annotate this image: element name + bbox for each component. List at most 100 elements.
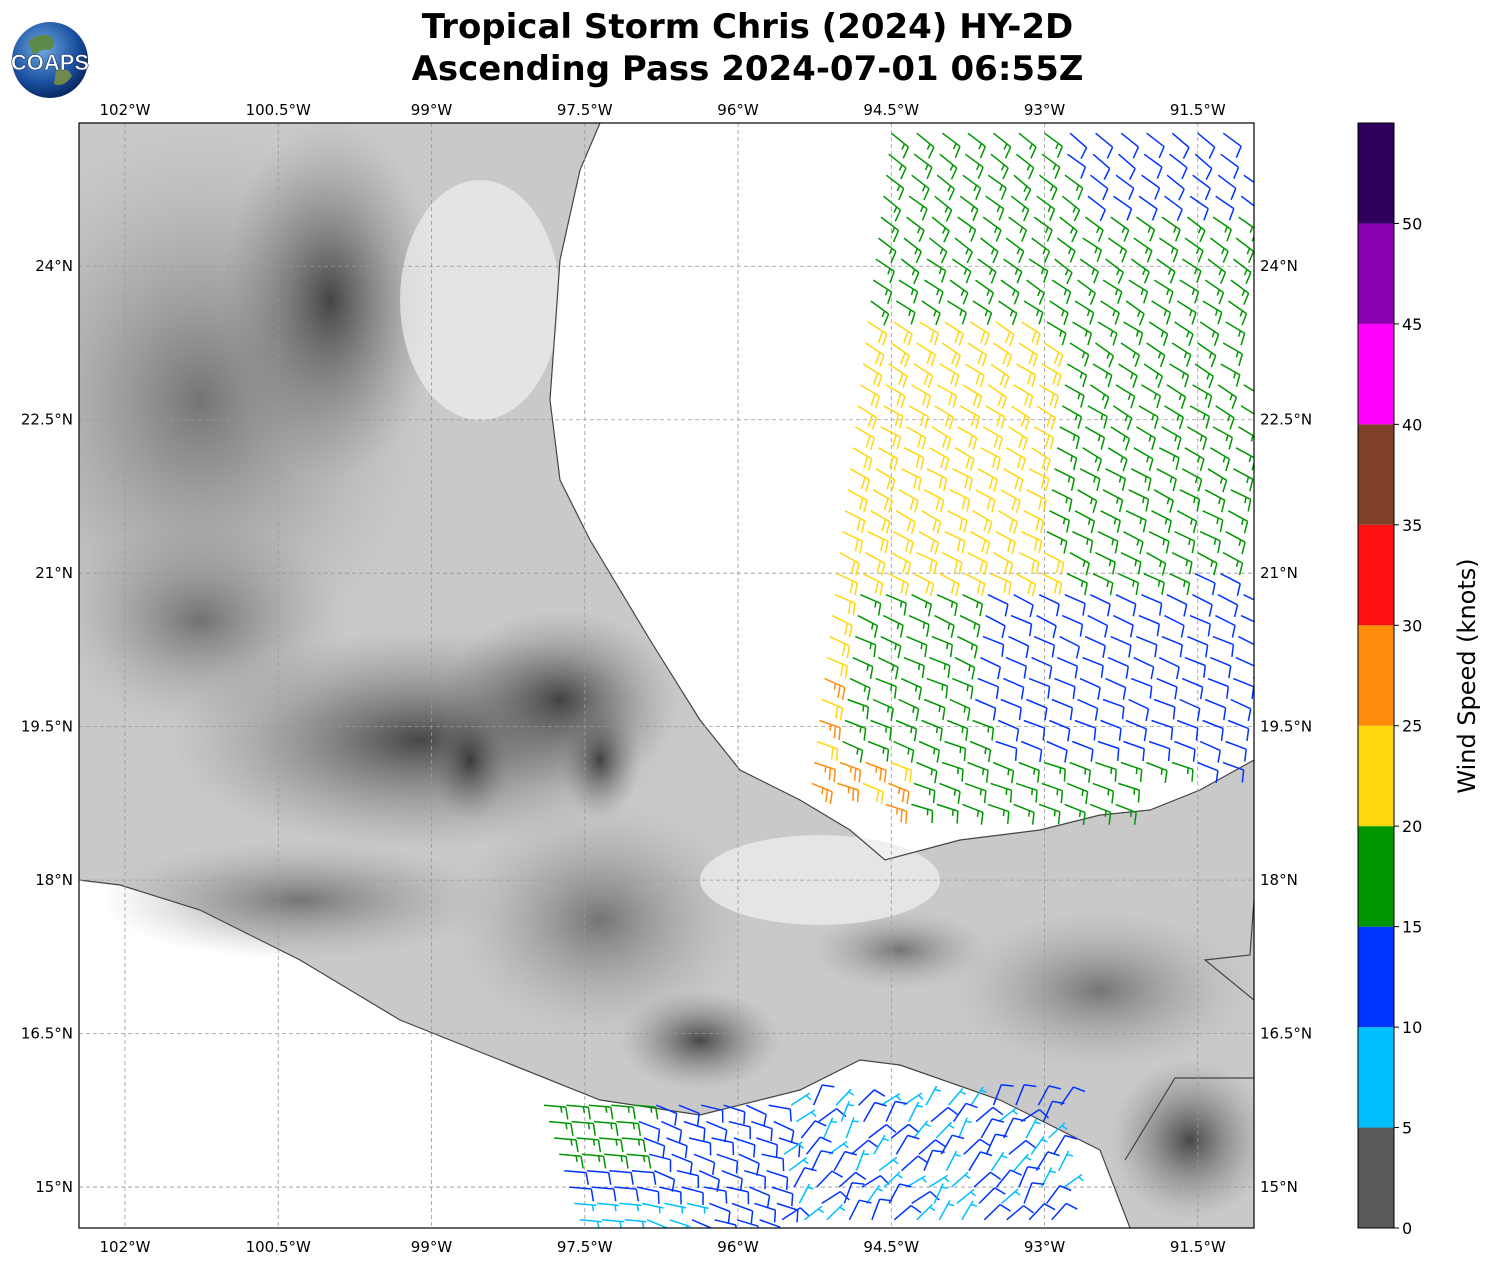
- wind-barb: [1069, 342, 1090, 367]
- wind-barb: [972, 300, 993, 325]
- wind-barb: [967, 132, 987, 159]
- wind-barb: [588, 1104, 614, 1120]
- wind-barb: [631, 1169, 657, 1185]
- wind-barb: [956, 1189, 977, 1204]
- wind-barb: [1227, 510, 1249, 534]
- wind-barb: [638, 1120, 661, 1142]
- wind-barb: [844, 719, 867, 741]
- wind-barb: [918, 740, 941, 763]
- wind-barb: [918, 321, 940, 346]
- wind-barb: [949, 698, 971, 721]
- wind-barb: [923, 279, 944, 304]
- wind-barb: [1095, 342, 1115, 368]
- wind-barbs: [543, 132, 1254, 1228]
- wind-barb: [723, 1104, 746, 1125]
- wind-barb: [1051, 698, 1074, 721]
- wind-barb: [1105, 677, 1127, 700]
- wind-barb: [614, 1186, 640, 1202]
- wind-barb: [1036, 614, 1057, 639]
- wind-barb: [837, 782, 860, 803]
- wind-barb: [977, 677, 1000, 700]
- wind-barb: [1013, 1153, 1032, 1172]
- wind-barb: [1202, 300, 1223, 325]
- wind-barb: [1143, 573, 1165, 595]
- wind-barb: [1115, 384, 1136, 409]
- wind-barb: [885, 384, 906, 409]
- wind-barb: [1164, 405, 1185, 430]
- wind-barb: [954, 237, 973, 264]
- wind-barb: [1064, 174, 1084, 200]
- wind-barb: [872, 698, 894, 721]
- colorbar-bin: [1358, 826, 1394, 927]
- wind-barb: [923, 698, 946, 721]
- wind-barb: [1038, 803, 1061, 825]
- coaps-logo: COAPS: [11, 22, 89, 98]
- wind-barb: [1056, 447, 1078, 471]
- wind-barb: [883, 405, 904, 429]
- wind-barb: [985, 614, 1006, 639]
- wind-barb: [1207, 677, 1230, 699]
- wind-barb: [982, 216, 1002, 242]
- wind-barb: [1056, 237, 1076, 263]
- wind-barb: [880, 426, 902, 450]
- wind-barb: [704, 1186, 728, 1204]
- wind-barb: [1210, 447, 1231, 472]
- wind-barb: [865, 342, 885, 368]
- wind-barb: [911, 1190, 940, 1205]
- wind-barb: [1136, 635, 1158, 658]
- wind-barb: [1087, 195, 1106, 222]
- wind-barb: [812, 1084, 835, 1106]
- wind-barb: [1092, 363, 1113, 388]
- lon-tick-label-bottom: 96°W: [717, 1238, 759, 1256]
- wind-barb: [852, 656, 874, 680]
- wind-barb: [1044, 132, 1063, 158]
- wind-barb: [1013, 174, 1032, 201]
- wind-barb: [1184, 237, 1204, 263]
- wind-barb: [1102, 489, 1124, 513]
- gridlines: [79, 123, 1254, 1228]
- wind-barb: [1176, 510, 1198, 534]
- wind-barb: [946, 510, 968, 533]
- wind-barb: [1095, 761, 1117, 782]
- wind-barb: [908, 1101, 923, 1122]
- wind-barb: [1031, 237, 1051, 263]
- wind-barb: [890, 342, 910, 368]
- wind-barb: [1133, 447, 1154, 472]
- wind-barb: [821, 698, 844, 721]
- wind-barb: [1138, 405, 1159, 430]
- wind-barb: [921, 719, 943, 742]
- wind-barb: [626, 1153, 652, 1169]
- colorbar-bin: [1358, 524, 1394, 626]
- wind-barb: [1130, 258, 1150, 284]
- wind-barb: [1056, 656, 1079, 679]
- wind-barb: [1089, 803, 1112, 825]
- wind-barb: [1222, 761, 1245, 783]
- wind-barb: [749, 1186, 771, 1208]
- wind-barb: [1074, 510, 1096, 534]
- wind-barb: [934, 614, 955, 638]
- wind-barb: [1230, 279, 1250, 305]
- wind-barb: [1013, 384, 1034, 409]
- wind-barb: [838, 1171, 867, 1188]
- wind-barb: [835, 1088, 855, 1106]
- wind-barb: [890, 552, 912, 576]
- wind-barb: [929, 656, 951, 678]
- wind-barb: [933, 1183, 948, 1204]
- wind-barb: [1243, 174, 1254, 184]
- wind-barb: [738, 1153, 760, 1176]
- wind-barb: [1217, 384, 1238, 410]
- wind-barb: [895, 719, 918, 742]
- wind-barb: [911, 174, 930, 201]
- wind-barb: [903, 447, 925, 470]
- wind-barb: [973, 1171, 1002, 1188]
- wind-barb: [1133, 656, 1155, 680]
- wind-barb: [1171, 342, 1192, 367]
- wind-barb: [941, 761, 964, 782]
- wind-barb: [872, 279, 893, 305]
- wind-barb: [683, 1120, 706, 1141]
- wind-barb: [581, 1153, 607, 1169]
- wind-barb: [1194, 573, 1216, 596]
- wind-barb: [998, 1107, 1019, 1123]
- wind-barb: [958, 1117, 972, 1139]
- wind-barb: [816, 740, 839, 762]
